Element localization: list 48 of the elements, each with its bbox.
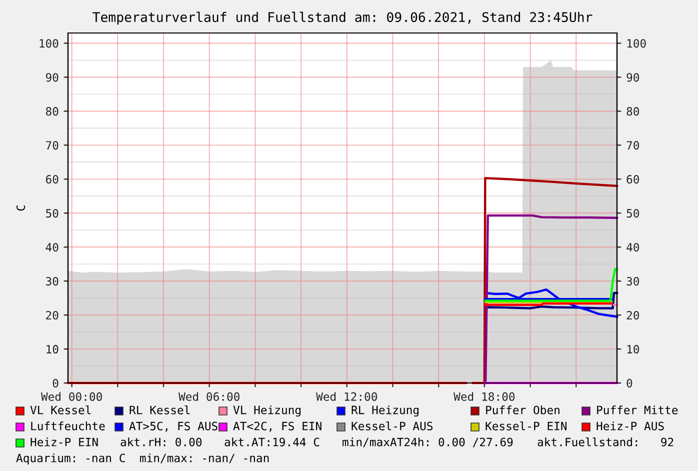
legend-label: Heiz-P EIN: [30, 438, 98, 446]
y-tick-label: 20: [46, 310, 58, 320]
x-tick-label: Wed 00:00: [40, 392, 102, 401]
legend-label: RL Heizung: [352, 405, 419, 417]
legend-label: Heiz-P AUS: [596, 422, 664, 430]
text: akt.rH: 0.00: [120, 438, 202, 446]
text: akt.Fuellstand: 92: [538, 437, 674, 446]
y2-tick-label: 20: [626, 310, 639, 320]
x-tick-label: Wed 18:00: [454, 392, 515, 401]
y2-tick-label: 0: [626, 378, 632, 388]
legend-label: Kessel-P EIN: [486, 421, 567, 430]
text: akt.AT:19.44 C: [224, 438, 320, 446]
y-tick-label: 70: [46, 141, 58, 150]
line-series: [484, 214, 618, 384]
legend-label: Puffer Oben: [486, 406, 560, 414]
y2-tick-label: 10: [627, 344, 639, 354]
y2-tick-label: 90: [626, 73, 639, 82]
legend-label: VL Kessel: [30, 405, 91, 414]
y-tick-label: 80: [46, 107, 58, 116]
y2-tick-label: 60: [626, 175, 639, 184]
y-tick-label: 100: [40, 39, 58, 48]
x-tick-label: Wed 12:00: [316, 392, 378, 401]
x-tick-label: Wed 06:00: [178, 392, 240, 401]
y-tick-label: 40: [46, 242, 58, 252]
y2-tick-label: 40: [626, 242, 639, 252]
y-tick-label: 90: [46, 73, 58, 82]
y-tick-label: 0: [52, 378, 58, 388]
text: min/maxAT24h: 0.00 /27.69: [342, 438, 513, 448]
y2-tick-label: 70: [626, 141, 639, 150]
text: Aquarium: -nan C min/max: -nan/ -nan: [16, 453, 269, 465]
y-tick-label: 60: [46, 175, 58, 184]
legend-label: AT<2C, FS EIN: [233, 422, 322, 432]
y2-tick-label: 80: [626, 107, 639, 116]
legend-label: RL Kessel: [130, 405, 190, 414]
y2-tick-label: 50: [626, 209, 639, 218]
y-tick-label: 10: [46, 344, 58, 354]
y-axis-title: C: [16, 205, 26, 211]
y-tick-label: 30: [46, 276, 58, 286]
chart-title: Temperaturverlauf und Fuellstand am: 09.06.2021, Stand 23:45Uhr: [92, 12, 592, 25]
line-series: [483, 176, 618, 384]
y2-tick-label: 100: [627, 39, 646, 48]
y2-tick-label: 30: [626, 276, 639, 286]
legend-label: AT>5C, FS AUS: [129, 422, 218, 432]
legend-label: Puffer Mitte: [597, 406, 678, 414]
legend-label: Kessel-P AUS: [352, 421, 433, 430]
y-tick-label: 50: [46, 209, 58, 218]
legend-label: VL Heizung: [233, 405, 301, 417]
legend-label: Luftfeuchte: [31, 422, 105, 430]
